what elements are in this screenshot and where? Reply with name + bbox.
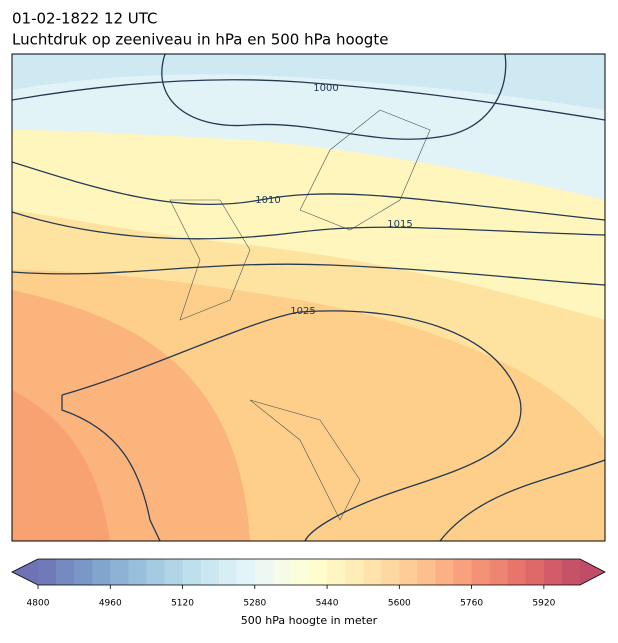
timestamp: 01-02-1822 12 UTC [12,10,158,28]
colorbar-segment [327,559,346,585]
colorbar-segment [543,559,563,585]
colorbar-segment [561,559,581,585]
colorbar-segment [254,559,274,585]
colorbar-segment [128,559,147,585]
colorbar-segment [200,559,220,585]
colorbar-segment [218,559,238,585]
colorbar-segment [399,559,418,585]
contour-label: 1000 [313,83,338,94]
colorbar-segment [92,559,111,585]
colorbar-segment [74,559,93,585]
contour-label: 1015 [387,219,412,230]
colorbar-tick-label: 4960 [99,599,122,609]
colorbar-tick-label: 5760 [460,599,483,609]
colorbar-segment [435,559,455,585]
colorbar-segment [236,559,256,585]
colorbar-segment [453,559,473,585]
colorbar: 4800 4960 5120 5280 5440 5600 5760 5920 [11,558,606,609]
colorbar-extend [12,559,38,585]
colorbar-segment [345,559,364,585]
contour-label: 1025 [290,306,315,317]
colorbar-segment [272,559,292,585]
colorbar-segment [471,559,491,585]
colorbar-segment [363,559,382,585]
colorbar-segment [309,559,328,585]
map-frame [11,53,606,542]
colorbar-segment [489,559,509,585]
colorbar-segment [38,559,57,585]
colorbar-tick-label: 5120 [171,599,194,609]
colorbar-segment [110,559,129,585]
colorbar-segment [164,559,184,585]
colorbar-segment [381,559,400,585]
colorbar-segment [525,559,545,585]
colorbar-tick-label: 5920 [532,599,555,609]
colorbar-segment [507,559,527,585]
contour-label: 1010 [255,195,280,206]
title: Luchtdruk op zeeniveau in hPa en 500 hPa… [12,31,388,49]
colorbar-segment [290,559,310,585]
colorbar-tick-label: 4800 [27,599,50,609]
map: 1000 1010 1015 1025 [12,54,605,541]
colorbar-label: 500 hPa hoogte in meter [241,614,378,627]
colorbar-frame [11,558,606,586]
colorbar-tick-label: 5600 [388,599,411,609]
colorbar-segment [417,559,436,585]
colorbar-segment [56,559,75,585]
colorbar-segment [182,559,202,585]
colorbar-segment [146,559,165,585]
colorbar-extend [580,559,605,585]
colorbar-tick-label: 5280 [243,599,266,609]
colorbar-tick-label: 5440 [316,599,339,609]
